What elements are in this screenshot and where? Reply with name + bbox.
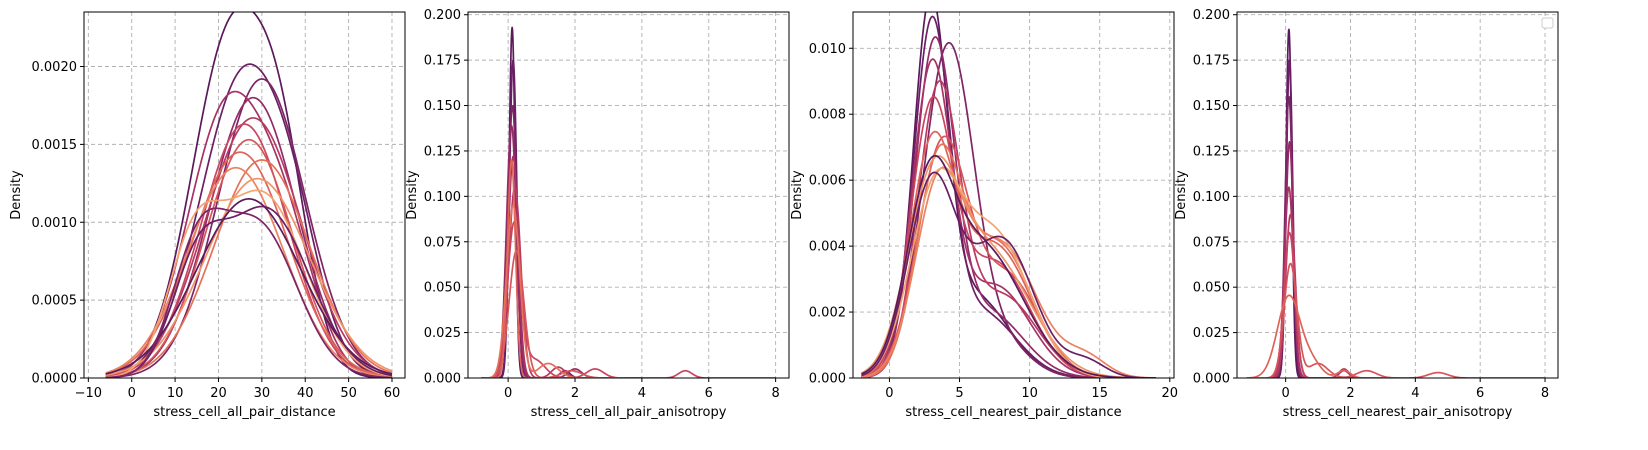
x-tick-label: 15 [1091, 386, 1108, 401]
y-axis-label: Density [9, 170, 24, 220]
density-curve [861, 154, 1156, 378]
y-tick-label: 0.200 [1193, 8, 1230, 23]
y-tick-label: 0.025 [424, 326, 461, 341]
density-curve [861, 171, 1156, 378]
density-curve [1246, 294, 1400, 378]
subplot-nearest-pair-anisotropy: 0 2 4 6 8 0.000 0.025 0.050 0.075 0.100 0.125 0.150… [1174, 8, 1559, 420]
y-tick-label: 0.175 [1193, 54, 1230, 69]
x-tick-label: 0 [504, 386, 512, 401]
x-tick-label: 40 [297, 386, 314, 401]
y-tick-label: 0.0000 [32, 372, 78, 387]
y-tick-label: 0.050 [424, 281, 461, 296]
subplot-all-pair-anisotropy: 0 2 4 6 8 0.000 0.025 0.050 0.075 0.100 0.125 0.150… [405, 8, 790, 420]
subplot-nearest-pair-distance: 0 5 10 15 20 0.000 0.002 0.004 0.006 0.008 0.010 s… [790, 11, 1179, 420]
x-tick-label: 8 [1541, 386, 1549, 401]
x-tick-label: 20 [1162, 386, 1179, 401]
x-tick-label: 10 [1021, 386, 1038, 401]
density-curve [1275, 59, 1352, 378]
y-axis-label: Density [1174, 170, 1189, 220]
density-curve [105, 177, 393, 377]
y-tick-label: 0.006 [809, 174, 846, 189]
y-tick-label: 0.075 [424, 235, 461, 250]
y-tick-label: 0.004 [809, 240, 846, 255]
y-tick-label: 0.100 [1193, 190, 1230, 205]
density-curve [491, 155, 609, 378]
subplot-all-pair-distance: −10 0 10 20 30 40 50 60 0.0000 0.0005 0.0010 0.0015… [9, 11, 406, 420]
x-tick-label: 10 [167, 386, 184, 401]
density-curve [1275, 28, 1352, 378]
y-tick-label: 0.125 [424, 144, 461, 159]
y-tick-label: 0.125 [1193, 144, 1230, 159]
x-axis-label: stress_cell_nearest_pair_distance [905, 405, 1121, 420]
y-tick-label: 0.050 [1193, 281, 1230, 296]
y-axis-label: Density [405, 170, 420, 220]
x-axis-label: stress_cell_nearest_pair_anisotropy [1283, 405, 1513, 420]
density-curve [105, 207, 393, 378]
y-tick-label: 0.150 [1193, 99, 1230, 114]
x-tick-label: 6 [705, 386, 713, 401]
x-tick-label: 8 [771, 386, 779, 401]
y-tick-label: 0.150 [424, 99, 461, 114]
density-curve [497, 59, 593, 378]
y-tick-label: 0.025 [1193, 326, 1230, 341]
y-tick-label: 0.000 [809, 372, 846, 387]
density-curve [494, 159, 593, 378]
density-curve [1272, 95, 1368, 378]
y-tick-label: 0.0020 [32, 60, 78, 75]
empty-legend-box [1541, 17, 1554, 29]
x-tick-label: 4 [638, 386, 646, 401]
density-curve [1265, 231, 1384, 378]
x-tick-label: 4 [1411, 386, 1419, 401]
y-tick-label: 0.008 [809, 108, 846, 123]
x-tick-label: 60 [384, 386, 401, 401]
x-tick-label: 6 [1476, 386, 1484, 401]
y-axis-label: Density [790, 170, 805, 220]
x-tick-label: −10 [75, 386, 102, 401]
y-tick-label: 0.0005 [32, 294, 78, 309]
y-tick-label: 0.000 [424, 372, 461, 387]
y-tick-label: 0.000 [1193, 372, 1230, 387]
density-curve [105, 189, 393, 378]
x-tick-label: 50 [340, 386, 357, 401]
y-tick-label: 0.075 [1193, 235, 1230, 250]
density-curve [105, 205, 393, 378]
y-tick-label: 0.002 [809, 306, 846, 321]
x-axis-label: stress_cell_all_pair_distance [153, 405, 335, 420]
y-tick-label: 0.010 [809, 42, 846, 57]
axes-frame [83, 11, 406, 379]
x-tick-label: 0 [885, 386, 893, 401]
x-tick-label: 5 [955, 386, 963, 401]
x-axis-label: stress_cell_all_pair_anisotropy [531, 405, 727, 420]
y-tick-label: 0.175 [424, 54, 461, 69]
density-curve [484, 204, 626, 378]
y-tick-label: 0.200 [424, 8, 461, 23]
y-tick-label: 0.100 [424, 190, 461, 205]
y-tick-label: 0.0010 [32, 216, 78, 231]
x-tick-label: 0 [1281, 386, 1289, 401]
y-tick-label: 0.0015 [32, 138, 78, 153]
density-curve [481, 250, 643, 378]
axes-frame [467, 11, 790, 379]
density-curve [105, 166, 393, 378]
axes-frame [1236, 11, 1559, 379]
x-tick-label: 2 [571, 386, 579, 401]
x-tick-label: 30 [254, 386, 271, 401]
density-curve [1268, 186, 1368, 378]
x-tick-label: 20 [210, 386, 227, 401]
x-tick-label: 0 [128, 386, 136, 401]
axes-frame [852, 11, 1175, 379]
x-tick-label: 2 [1346, 386, 1354, 401]
